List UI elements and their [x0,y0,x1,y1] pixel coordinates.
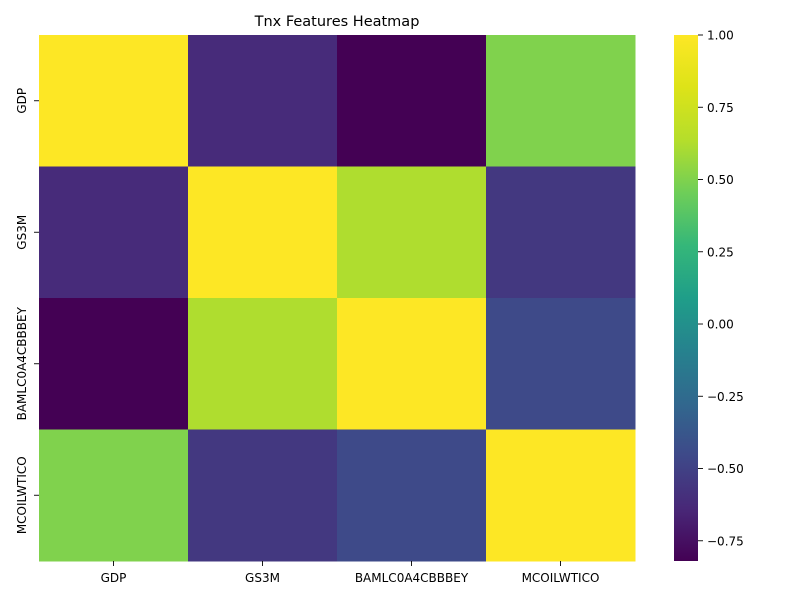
colorbar-tick-label: 1.00 [707,29,734,43]
y-axis: GDP GS3M BAMLC0A4CBBBEY MCOILWTICO [15,88,39,534]
x-axis: GDP GS3M BAMLC0A4CBBBEY MCOILWTICO [101,561,600,585]
colorbar-gradient [674,35,698,561]
heatmap-cell [337,35,487,167]
colorbar-tick-label: −0.25 [707,390,744,404]
heatmap-cell [188,429,338,562]
colorbar: 1.00 0.75 0.50 0.25 0.00 −0.25 −0.50 −0.75 [674,29,744,561]
y-tick-label: MCOILWTICO [15,456,29,534]
heatmap-cell [337,166,487,299]
colorbar-tick-label: −0.75 [707,534,744,548]
x-tick-label: GS3M [245,571,280,585]
heatmap-cell [39,298,189,430]
colorbar-tick-label: 0.25 [707,245,734,259]
heatmap-cell [486,298,636,430]
heatmap-cell [486,166,636,299]
heatmap-cell [188,166,338,299]
heatmap-cell [337,298,487,430]
heatmap-cells [39,35,636,562]
heatmap-cell [486,35,636,167]
heatmap-cell [39,35,189,167]
colorbar-tick-label: −0.50 [707,462,744,476]
x-tick-label: MCOILWTICO [522,571,600,585]
y-tick-label: GS3M [15,215,29,250]
x-tick-label: GDP [101,571,127,585]
y-tick-label: GDP [15,88,29,114]
heatmap-cell [188,35,338,167]
heatmap-cell [486,429,636,562]
heatmap-cell [337,429,487,562]
colorbar-ticks: 1.00 0.75 0.50 0.25 0.00 −0.25 −0.50 −0.75 [698,29,744,548]
colorbar-tick-label: 0.75 [707,101,734,115]
chart-title: Tnx Features Heatmap [254,14,420,30]
heatmap-cell [39,429,189,562]
y-tick-label: BAMLC0A4CBBBEY [15,306,29,420]
colorbar-tick-label: 0.00 [707,318,734,332]
heatmap-cell [188,298,338,430]
heatmap-cell [39,166,189,299]
x-tick-label: BAMLC0A4CBBBEY [355,571,469,585]
colorbar-tick-label: 0.50 [707,173,734,187]
